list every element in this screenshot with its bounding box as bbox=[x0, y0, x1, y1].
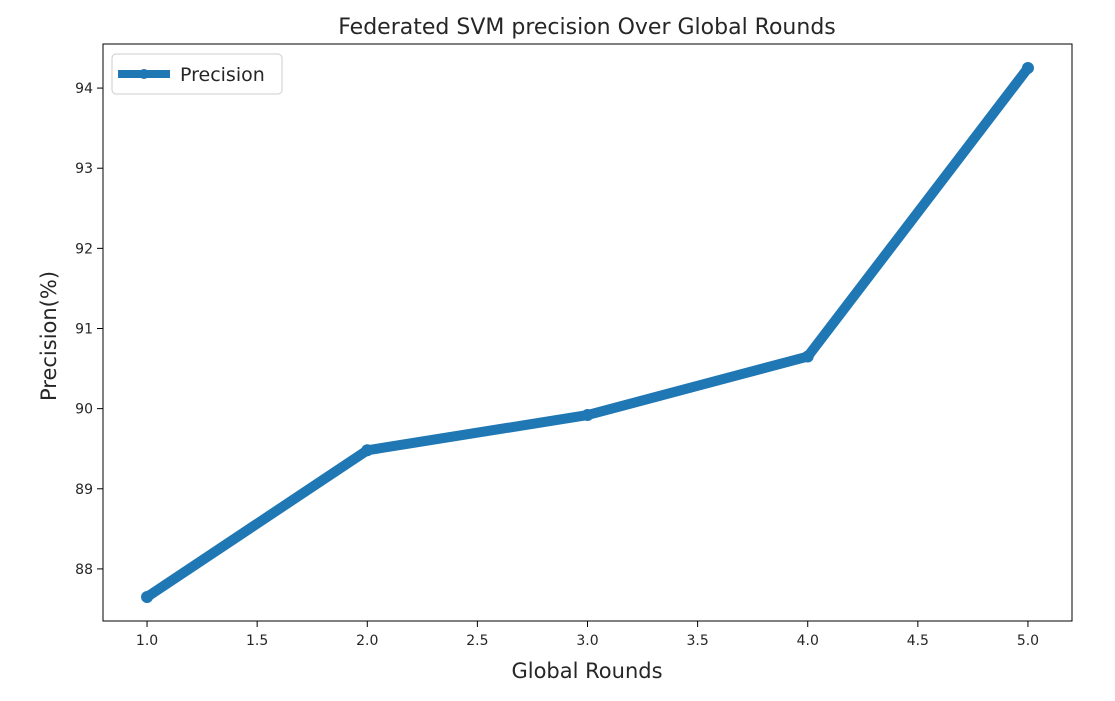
y-tick-label: 92 bbox=[75, 241, 93, 257]
y-axis-title: Precision(%) bbox=[37, 271, 61, 401]
x-tick-label: 5.0 bbox=[1017, 633, 1039, 649]
x-tick-label: 3.0 bbox=[576, 633, 598, 649]
y-tick-label: 91 bbox=[75, 321, 93, 337]
legend-box bbox=[111, 53, 283, 95]
x-tick-label: 4.0 bbox=[797, 633, 819, 649]
data-point bbox=[801, 350, 814, 363]
legend: Precision bbox=[111, 53, 283, 95]
plot-frame bbox=[102, 43, 1073, 622]
x-tick-label: 2.0 bbox=[356, 633, 378, 649]
x-tick-label: 1.0 bbox=[136, 633, 158, 649]
y-tick-label: 94 bbox=[75, 81, 93, 97]
legend-marker-precision bbox=[139, 69, 149, 79]
y-tick-label: 88 bbox=[75, 562, 93, 578]
x-tick-label: 4.5 bbox=[907, 633, 929, 649]
x-tick-label: 2.5 bbox=[466, 633, 488, 649]
legend-label-precision: Precision bbox=[180, 64, 265, 86]
x-tick-label: 3.5 bbox=[686, 633, 708, 649]
y-tick-label: 90 bbox=[75, 402, 93, 418]
data-point bbox=[141, 590, 154, 603]
y-tick-label: 93 bbox=[75, 161, 93, 177]
data-point bbox=[361, 444, 374, 457]
data-point bbox=[1021, 62, 1034, 75]
chart-title: Federated SVM precision Over Global Roun… bbox=[338, 15, 836, 40]
x-tick-label: 1.5 bbox=[246, 633, 268, 649]
data-point bbox=[581, 409, 594, 422]
series-line-precision bbox=[144, 65, 1032, 602]
y-tick-label: 89 bbox=[75, 482, 93, 498]
x-axis-title: Global Rounds bbox=[511, 659, 662, 683]
